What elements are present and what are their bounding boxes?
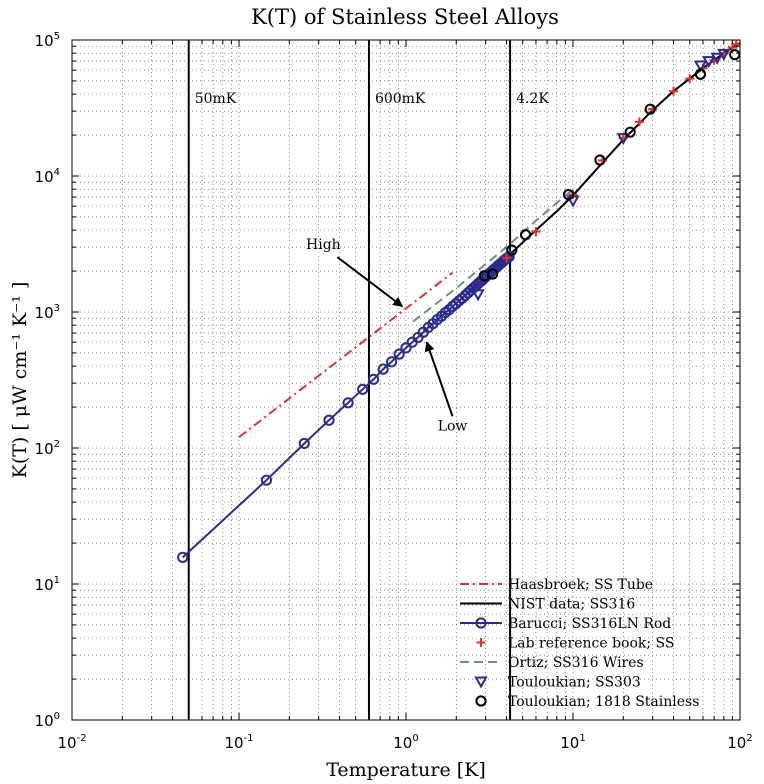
- legend-label: Touloukian; SS303: [508, 675, 641, 691]
- data-series: [177, 39, 741, 563]
- data-point: [475, 695, 487, 707]
- x-tick-label: 101: [560, 733, 585, 752]
- data-point: [616, 133, 630, 146]
- y-tick-label: 103: [35, 303, 60, 322]
- series-line: [238, 271, 454, 438]
- x-axis-label: Temperature [K]: [326, 759, 486, 781]
- y-tick-label: 105: [35, 31, 60, 50]
- data-point: [400, 342, 412, 354]
- legend-label: Ortiz; SS316 Wires: [508, 655, 644, 671]
- data-point: [377, 363, 389, 375]
- chart-title: K(T) of Stainless Steel Alloys: [251, 5, 559, 29]
- data-point: [634, 117, 644, 127]
- legend-item: Touloukian; 1818 Stainless: [475, 694, 699, 710]
- annotation-label: High: [306, 237, 341, 253]
- annotation-arrow: [336, 256, 404, 308]
- reference-line-label: 50mK: [195, 91, 237, 107]
- x-tick-label: 10-2: [57, 733, 86, 752]
- series-line: [412, 188, 574, 323]
- data-point: [503, 250, 515, 263]
- data-point: [731, 39, 741, 49]
- annotation-arrow: [424, 341, 454, 417]
- x-tick-label: 102: [727, 733, 752, 752]
- data-point: [502, 253, 512, 263]
- legend-item: Ortiz; SS316 Wires: [460, 655, 644, 671]
- data-point: [519, 229, 532, 241]
- data-point: [323, 414, 335, 426]
- data-point: [177, 551, 189, 563]
- legend-label: Barucci; SS316LN Rod: [508, 616, 671, 632]
- x-tick-label: 100: [393, 733, 418, 752]
- legend-item: Barucci; SS316LN Rod: [460, 616, 671, 632]
- legend-label: NIST data; SS316: [508, 597, 635, 613]
- data-point: [594, 154, 606, 166]
- legend-item: Touloukian; SS303: [474, 675, 641, 691]
- legend-item: Lab reference book; SS: [476, 636, 674, 652]
- annotations: High Low: [306, 237, 467, 434]
- y-tick-label: 102: [35, 439, 60, 458]
- x-tick-label: 10-1: [224, 733, 253, 752]
- legend-label: Lab reference book; SS: [508, 636, 674, 652]
- data-point: [342, 397, 354, 409]
- y-axis-label: K(T) [ μW cm⁻¹ K⁻¹ ]: [9, 282, 31, 479]
- data-point: [702, 56, 716, 69]
- data-point: [474, 676, 488, 689]
- reference-line-label: 4.2K: [516, 91, 549, 107]
- data-point: [357, 383, 369, 395]
- data-point: [644, 103, 656, 115]
- data-point: [710, 52, 724, 65]
- data-point: [729, 49, 741, 61]
- data-point: [669, 86, 679, 96]
- y-tick-label: 101: [35, 575, 60, 594]
- data-point: [393, 348, 405, 360]
- legend-item: Haasbroek; SS Tube: [460, 577, 653, 593]
- data-point: [475, 617, 487, 629]
- data-point: [693, 60, 708, 73]
- data-point: [368, 373, 380, 385]
- legend-label: Haasbroek; SS Tube: [508, 577, 653, 593]
- annotation-label: Low: [438, 418, 468, 434]
- legend: Haasbroek; SS Tube NIST data; SS316 Barucc…: [460, 577, 699, 710]
- data-point: [624, 126, 636, 138]
- grid: [72, 40, 740, 720]
- series: [412, 188, 574, 323]
- y-tick-label: 100: [35, 711, 60, 730]
- series: [238, 271, 454, 438]
- legend-label: Touloukian; 1818 Stainless: [508, 694, 699, 710]
- axis-ticks: 10-2 10-1 100 101 102 100 101 102 103 104 105: [35, 31, 753, 752]
- data-point: [717, 48, 731, 61]
- data-point: [685, 74, 695, 84]
- data-point: [694, 68, 707, 80]
- data-point: [471, 289, 485, 302]
- data-point: [260, 474, 273, 486]
- legend-item: NIST data; SS316: [460, 597, 635, 613]
- y-tick-label: 104: [35, 167, 60, 186]
- data-point: [506, 244, 518, 256]
- data-point: [450, 298, 462, 310]
- data-point: [531, 227, 541, 237]
- data-point: [298, 437, 310, 450]
- data-point: [562, 188, 575, 201]
- series: [478, 49, 741, 282]
- reference-line-label: 600mK: [375, 91, 426, 107]
- data-point: [386, 356, 398, 368]
- data-point: [486, 268, 499, 280]
- data-point: [476, 638, 486, 647]
